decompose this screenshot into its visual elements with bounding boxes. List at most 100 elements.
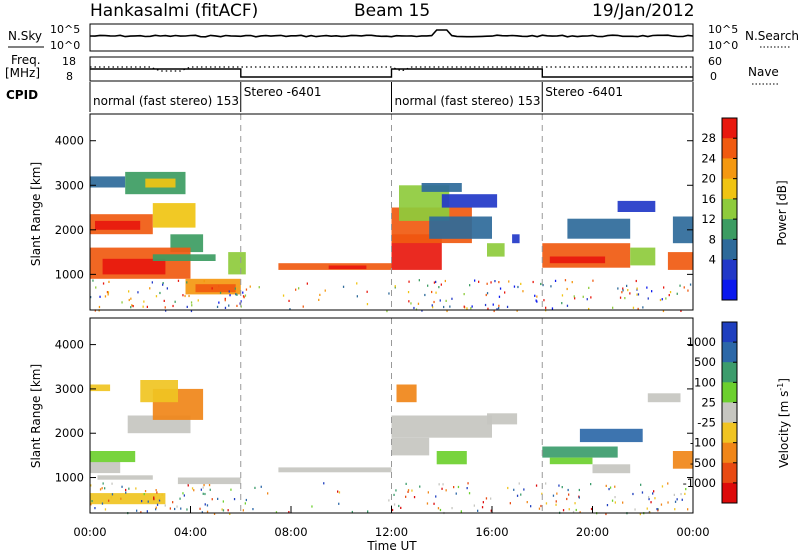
data-speck (393, 503, 396, 506)
data-speck (99, 295, 101, 298)
data-speck (545, 306, 547, 309)
data-speck (151, 281, 153, 284)
data-speck (566, 304, 569, 307)
x-tick-label: 16:00 (475, 525, 508, 539)
data-speck (433, 300, 435, 304)
data-speck (188, 294, 190, 298)
data-speck (554, 279, 557, 282)
data-cell (391, 437, 430, 456)
data-speck (182, 492, 184, 495)
colorbar-swatch (722, 118, 737, 139)
data-speck (224, 297, 226, 300)
data-cell (140, 380, 178, 403)
data-cell (667, 252, 693, 270)
data-speck (130, 306, 132, 309)
data-speck (669, 291, 672, 294)
data-speck (101, 487, 103, 490)
data-speck (224, 306, 227, 309)
x-tick-label: 08:00 (274, 525, 307, 539)
data-speck (463, 305, 465, 308)
data-speck (155, 295, 158, 298)
data-speck (621, 291, 623, 294)
data-speck (132, 305, 134, 308)
colorbar-swatch (722, 138, 737, 159)
data-cell (145, 178, 176, 188)
data-speck (578, 496, 580, 499)
data-speck (498, 281, 500, 284)
x-tick-label: 00:00 (676, 525, 709, 539)
data-speck (619, 296, 622, 299)
nave-tick-top: 60 (708, 55, 722, 68)
data-speck (490, 497, 492, 500)
data-speck (311, 505, 313, 508)
data-speck (689, 283, 692, 286)
data-speck (550, 285, 552, 288)
data-speck (104, 508, 107, 511)
colorbar-swatch (722, 482, 737, 504)
data-speck (433, 502, 435, 505)
cpid-label: CPID (6, 88, 38, 102)
data-speck (228, 290, 230, 293)
data-cell (127, 415, 191, 434)
data-speck (295, 288, 297, 291)
data-speck (254, 486, 256, 489)
data-speck (555, 503, 557, 506)
data-speck (468, 492, 471, 495)
data-speck (104, 295, 107, 298)
data-speck (101, 502, 104, 505)
data-speck (574, 502, 576, 505)
data-speck (641, 491, 644, 494)
data-speck (523, 488, 525, 491)
data-speck (159, 497, 161, 500)
data-speck (161, 493, 163, 496)
data-speck (155, 506, 157, 509)
data-cell (436, 451, 467, 465)
cpid-row: CPID normal (fast stereo) 153 Stereo -640… (6, 82, 694, 112)
data-speck (451, 507, 453, 510)
data-speck (407, 490, 409, 493)
data-speck (478, 280, 480, 283)
data-speck (498, 295, 501, 298)
data-speck (471, 305, 473, 308)
data-speck (636, 287, 638, 290)
data-speck (520, 493, 522, 496)
freq-tick-top: 18 (62, 55, 76, 68)
data-speck (186, 281, 188, 284)
data-speck (571, 281, 573, 284)
cpid-segment-label: normal (fast stereo) 153 (93, 94, 239, 108)
colorbar-swatch (722, 422, 737, 444)
data-speck (609, 486, 612, 489)
nave-tick-bottom: 0 (710, 70, 717, 83)
data-cell (630, 247, 656, 266)
data-speck (637, 307, 639, 310)
data-speck (242, 291, 244, 294)
data-speck (538, 507, 541, 510)
data-speck (219, 291, 222, 294)
data-speck (400, 506, 402, 509)
data-speck (656, 508, 658, 511)
data-speck (498, 304, 500, 307)
power-ylabel: Slant Range [km] (29, 162, 43, 266)
colorbar-tick-label: 8 (709, 232, 716, 246)
data-speck (242, 509, 244, 512)
data-speck (572, 510, 575, 514)
data-speck (445, 299, 447, 302)
data-cell (90, 176, 126, 188)
data-speck (282, 294, 285, 297)
data-speck (493, 309, 495, 313)
data-cell (672, 451, 693, 469)
data-speck (183, 494, 185, 497)
data-speck (485, 293, 487, 297)
velocity-colorbar-label-main: Velocity [m s (777, 391, 791, 468)
data-speck (566, 287, 568, 291)
colorbar-swatch (722, 402, 737, 423)
data-speck (95, 286, 97, 289)
data-speck (622, 289, 624, 292)
freq-panel: Freq. [MHz] 18 8 60 0 Nave (5, 53, 779, 85)
data-speck (408, 280, 410, 283)
y-tick-label: 1000 (55, 471, 84, 485)
data-speck (289, 308, 291, 311)
data-speck (661, 485, 664, 488)
data-speck (388, 292, 390, 295)
data-speck (217, 497, 219, 500)
